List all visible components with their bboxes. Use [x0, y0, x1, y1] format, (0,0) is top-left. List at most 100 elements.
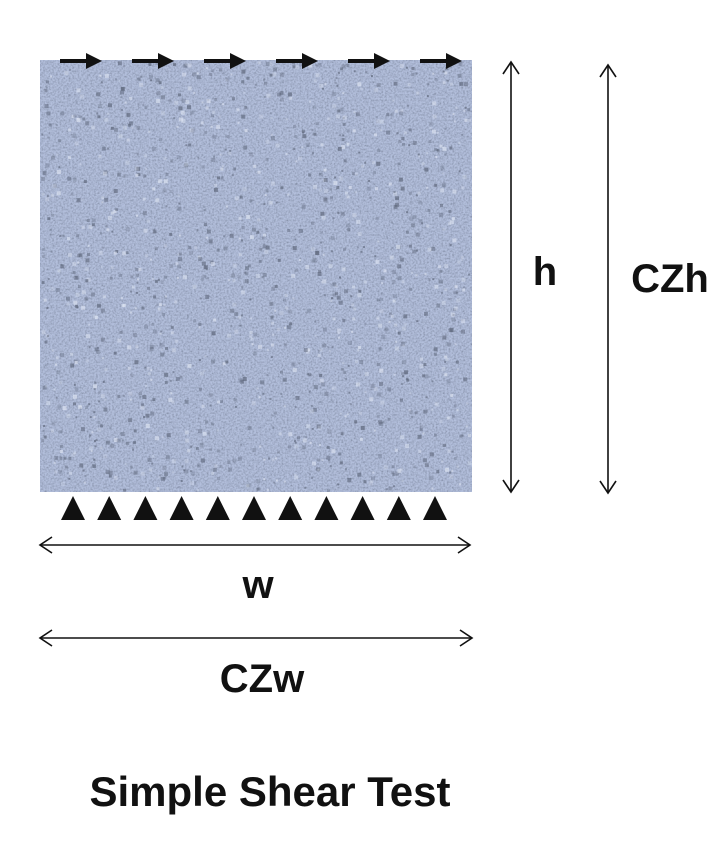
speckle [408, 144, 411, 147]
speckle [396, 132, 399, 135]
speckle [256, 202, 259, 205]
speckle [41, 330, 46, 335]
speckle [127, 123, 131, 127]
speckle [164, 380, 168, 384]
speckle [290, 338, 293, 341]
speckle [169, 190, 173, 193]
speckle [353, 307, 357, 311]
speckle [207, 277, 210, 280]
speckle [466, 402, 469, 405]
speckle [225, 79, 228, 82]
speckle [415, 249, 418, 252]
speckle [58, 166, 61, 169]
speckle [158, 179, 163, 184]
speckle [203, 209, 206, 212]
speckle [364, 391, 367, 394]
speckle [67, 176, 72, 181]
speckle [60, 481, 65, 486]
speckle [379, 309, 384, 314]
speckle [161, 95, 165, 100]
speckle [155, 62, 159, 66]
speckle [378, 454, 383, 458]
speckle [94, 445, 97, 448]
speckle [170, 325, 174, 329]
speckle [160, 352, 165, 357]
speckle [191, 471, 196, 476]
speckle [212, 110, 216, 114]
speckle [88, 403, 91, 406]
speckle [129, 465, 133, 469]
speckle [153, 329, 158, 334]
speckle [416, 320, 419, 323]
speckle [244, 105, 248, 109]
speckle [56, 170, 61, 174]
speckle [426, 95, 429, 98]
speckle [427, 278, 431, 281]
speckle [372, 263, 375, 266]
speckle [176, 264, 181, 269]
support-triangle-icon [242, 496, 266, 520]
speckle [150, 79, 153, 82]
speckle [59, 292, 62, 295]
speckle [373, 429, 376, 432]
speckle [271, 458, 275, 462]
speckle [455, 360, 459, 364]
speckle [176, 126, 179, 128]
speckle [442, 443, 446, 447]
speckle [327, 429, 332, 434]
speckle [461, 186, 465, 190]
speckle [95, 438, 98, 441]
speckle [155, 78, 160, 83]
speckle [395, 202, 400, 207]
speckle [154, 247, 158, 251]
speckle [352, 213, 357, 218]
speckle [72, 394, 77, 399]
speckle [441, 366, 446, 371]
speckle [70, 363, 75, 368]
speckle [385, 488, 388, 491]
speckle [105, 225, 108, 227]
speckle [64, 71, 69, 76]
speckle [395, 346, 399, 351]
speckle [172, 371, 175, 373]
speckle [458, 61, 463, 66]
speckle [179, 375, 183, 379]
speckle [449, 328, 454, 333]
speckle [406, 211, 409, 214]
speckle [461, 277, 466, 282]
speckle [248, 264, 252, 268]
speckle [245, 272, 249, 276]
speckle [55, 363, 57, 366]
speckle [180, 110, 185, 115]
speckle [55, 356, 59, 360]
speckle [375, 116, 378, 119]
speckle [228, 467, 232, 472]
speckle [448, 209, 452, 213]
speckle [375, 216, 379, 220]
speckle [116, 438, 121, 443]
speckle [129, 290, 132, 293]
speckle [342, 92, 345, 95]
speckle [456, 298, 461, 303]
speckle [85, 405, 89, 409]
speckle [121, 108, 123, 111]
speckle [346, 129, 350, 133]
speckle [293, 148, 296, 150]
speckle [376, 161, 381, 166]
speckle [241, 286, 244, 289]
speckle [199, 371, 204, 376]
speckle [163, 244, 167, 248]
speckle [346, 223, 351, 228]
speckle [76, 117, 79, 120]
speckle [317, 425, 322, 430]
speckle [104, 117, 109, 122]
speckle [187, 363, 192, 368]
shear-arrow-icon [132, 53, 174, 69]
speckle [332, 282, 337, 287]
speckle [132, 448, 135, 451]
speckle [241, 290, 246, 295]
speckle [79, 94, 84, 99]
speckle [184, 459, 189, 464]
speckle [432, 129, 436, 134]
speckle [135, 291, 138, 294]
